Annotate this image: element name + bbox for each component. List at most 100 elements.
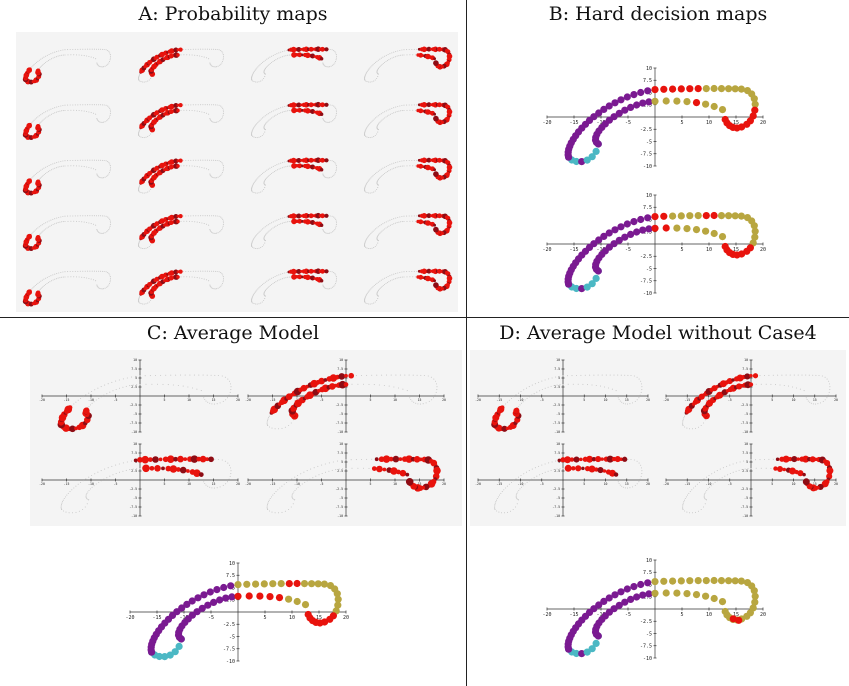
x-tick-label: -20 xyxy=(542,120,551,126)
x-tick-label: -10 xyxy=(596,247,605,253)
probability-point-faint xyxy=(282,217,284,219)
probability-point xyxy=(297,218,303,224)
probability-point-faint xyxy=(335,109,337,111)
probability-point-faint xyxy=(389,219,391,221)
probability-point-faint xyxy=(264,115,266,117)
probability-point-faint xyxy=(87,270,89,272)
probability-point-faint xyxy=(252,135,254,138)
probability-point-faint xyxy=(33,175,35,177)
probability-point-faint xyxy=(88,405,90,408)
probability-point xyxy=(405,455,413,463)
probability-point-faint xyxy=(381,63,383,66)
x-tick-label: 15 xyxy=(733,120,739,126)
probability-point-faint xyxy=(335,469,337,471)
probability-point-faint xyxy=(373,118,375,120)
probability-point-faint xyxy=(419,403,421,405)
probability-point-faint xyxy=(251,132,253,134)
probability-point-faint xyxy=(525,387,528,389)
probability-point-faint xyxy=(97,471,99,473)
probability-point-faint xyxy=(222,281,224,283)
probability-point-faint xyxy=(91,48,93,50)
y-tick-label: 5 xyxy=(341,460,343,464)
probability-point-faint xyxy=(208,224,210,226)
probability-point-faint xyxy=(376,188,378,191)
probability-point-faint xyxy=(267,231,269,233)
hard-decision-point xyxy=(200,591,208,599)
probability-point-faint xyxy=(263,171,265,173)
probability-point-faint xyxy=(272,276,274,278)
y-tick-label: -10 xyxy=(554,430,560,434)
probability-point-faint xyxy=(629,403,631,405)
probability-point-faint xyxy=(688,428,691,430)
hard-decision-point xyxy=(572,157,580,166)
probability-point xyxy=(308,213,314,219)
probability-point-faint xyxy=(327,232,329,234)
probability-point-faint xyxy=(222,274,224,276)
probability-point-faint xyxy=(406,390,408,392)
probability-point-faint xyxy=(219,486,221,488)
probability-point-faint xyxy=(264,187,266,189)
probability-point-faint xyxy=(376,71,378,73)
probability-point-faint xyxy=(498,494,501,496)
probability-point-faint xyxy=(330,176,332,178)
probability-point-faint xyxy=(366,126,368,128)
probability-point-faint xyxy=(385,54,387,56)
probability-point-faint xyxy=(631,486,634,488)
probability-point-faint xyxy=(214,270,216,272)
probability-point-faint xyxy=(284,50,286,52)
probability-point-faint xyxy=(388,114,390,116)
probability-map-cell xyxy=(138,103,225,139)
probability-point-faint xyxy=(45,172,47,175)
probability-point xyxy=(426,213,432,219)
hard-decision-point xyxy=(692,226,701,234)
probability-point-faint xyxy=(38,67,41,69)
probability-point-faint xyxy=(597,374,599,376)
probability-point-faint xyxy=(272,494,274,496)
probability-point-faint xyxy=(264,129,266,131)
probability-point-faint xyxy=(271,511,273,513)
probability-point-faint xyxy=(375,228,377,230)
probability-point-faint xyxy=(143,137,145,139)
probability-point-faint xyxy=(267,120,269,122)
probability-point-faint xyxy=(108,173,110,175)
probability-point xyxy=(726,378,733,385)
probability-point xyxy=(433,223,436,227)
probability-point-faint xyxy=(206,374,208,376)
probability-point-faint xyxy=(115,472,117,475)
probability-point-faint xyxy=(90,167,92,169)
probability-point xyxy=(600,457,604,461)
probability-point-faint xyxy=(138,131,140,133)
probability-point-faint xyxy=(285,55,287,57)
probability-point xyxy=(178,158,183,163)
probability-point-faint xyxy=(369,67,371,69)
probability-point-faint xyxy=(139,467,141,470)
probability-point-faint xyxy=(365,135,367,138)
y-tick-label: 2.5 xyxy=(554,469,560,473)
probability-point-faint xyxy=(377,179,379,181)
probability-point-faint xyxy=(324,231,326,233)
probability-point-faint xyxy=(140,136,142,138)
probability-point-faint xyxy=(281,111,283,113)
probability-point-faint xyxy=(111,381,113,383)
y-tick-label: 7.5 xyxy=(131,367,137,371)
probability-point-faint xyxy=(251,297,253,299)
probability-point-faint xyxy=(73,276,75,278)
probability-point-faint xyxy=(227,462,229,464)
probability-point-faint xyxy=(371,136,373,138)
y-tick-label: -2.5 xyxy=(740,403,748,407)
probability-point-faint xyxy=(122,386,124,388)
probability-point-faint xyxy=(86,166,88,168)
probability-point-faint xyxy=(195,159,197,161)
probability-point-faint xyxy=(416,215,418,217)
y-tick-label: -10 xyxy=(742,430,748,434)
probability-point-faint xyxy=(639,478,641,480)
probability-point-faint xyxy=(536,391,538,393)
probability-point-faint xyxy=(109,52,111,54)
y-tick-label: -2.5 xyxy=(640,127,652,133)
probability-point-faint xyxy=(69,104,71,106)
probability-point-faint xyxy=(273,492,275,494)
probability-point-faint xyxy=(624,374,626,376)
probability-point-faint xyxy=(145,192,147,194)
probability-point-faint xyxy=(373,247,375,249)
